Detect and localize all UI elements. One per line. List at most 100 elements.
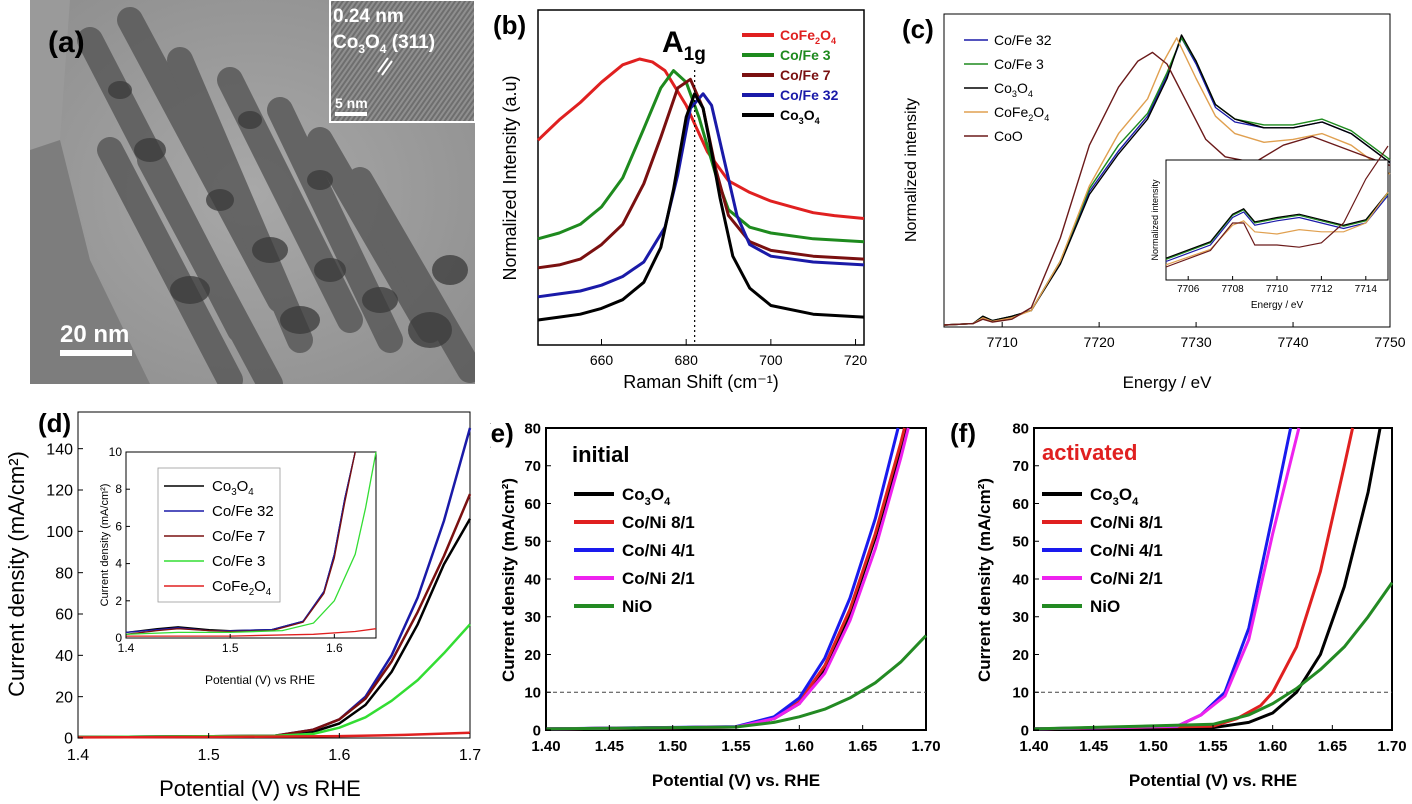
inset-x-label-d: Potential (V) vs RHE	[205, 673, 315, 687]
legend-label-e: Co/Ni 2/1	[622, 569, 695, 588]
x-tick-label: 1.5	[198, 747, 220, 764]
x-axis-label-d: Potential (V) vs RHE	[159, 776, 361, 801]
inset-x-tick-label: 7708	[1221, 284, 1244, 295]
y-axis-label-e: Current density (mA/cm²)	[499, 478, 518, 682]
legend-label-f: Co3O4	[1090, 485, 1139, 508]
x-tick-label: 1.6	[328, 747, 350, 764]
legend-label-d: CoFe2O4	[212, 578, 272, 598]
legend-label-b: Co/Fe 3	[780, 47, 831, 63]
y-tick-label: 80	[1012, 420, 1029, 437]
xas-series-3	[943, 37, 1391, 326]
inset-y-tick-label: 2	[115, 594, 122, 608]
inset-y-label-c: Normalized intensity	[1150, 179, 1160, 261]
y-tick-label: 0	[1021, 722, 1029, 739]
x-tick-label: 1.50	[658, 738, 687, 755]
peak-annotation: A1g	[662, 26, 706, 65]
inset-scale-bar	[335, 112, 367, 116]
x-tick-label: 1.40	[531, 738, 560, 755]
inset-y-tick-label: 10	[109, 445, 123, 459]
scale-bar-label: 20 nm	[60, 321, 129, 348]
y-tick-label: 40	[1012, 571, 1029, 588]
chart-lsv-initial: (e) 1.40 1.45 1.50 1.55 1.60 1.65 1.70 0 10 20 30 4…	[490, 418, 941, 790]
x-tick-label: 1.70	[1377, 738, 1406, 755]
scale-bar	[60, 350, 132, 356]
xas-inset-series-4	[1165, 145, 1389, 268]
x-tick-label: 1.65	[1318, 738, 1347, 755]
xas-inset-series-2	[1165, 191, 1389, 259]
y-axis-label-b: Normalized Intensity (a.u)	[500, 75, 520, 280]
y-tick-label: 20	[1012, 647, 1029, 664]
x-tick-label: 1.45	[1079, 738, 1108, 755]
inset-spacing-label: 0.24 nm	[333, 6, 404, 27]
title-e: initial	[572, 442, 629, 467]
x-tick-label: 700	[759, 352, 783, 368]
xas-inset-series-0	[1165, 195, 1389, 263]
y-tick-label: 80	[524, 420, 541, 437]
tem-image: (a) 0.24 nm Co3O4 (311) 5 nm 20 nm	[30, 0, 475, 384]
chart-xas: (c) 7710 7720 7730 7740 7750 Energy / eV Nor…	[902, 13, 1406, 392]
y-tick-label: 60	[524, 496, 541, 513]
y-tick-label: 50	[1012, 534, 1029, 551]
inset-x-tick-label: 7712	[1310, 284, 1333, 295]
legend-label-b: Co/Fe 32	[780, 87, 839, 103]
x-tick-label: 7740	[1277, 334, 1308, 350]
panel-a-label: (a)	[48, 26, 85, 59]
lsv-coni-series-0	[1033, 427, 1382, 731]
panel-c-label: (c)	[902, 14, 934, 44]
x-axis-label-b: Raman Shift (cm⁻¹)	[623, 372, 779, 392]
raman-series-2	[537, 77, 865, 270]
legend-label-e: Co/Ni 8/1	[622, 513, 695, 532]
y-tick-label: 20	[524, 647, 541, 664]
x-tick-label: 1.7	[459, 747, 481, 764]
legend-label-f: Co/Ni 8/1	[1090, 513, 1163, 532]
inset-x-tick-label: 1.4	[118, 641, 135, 655]
x-tick-label: 1.40	[1019, 738, 1048, 755]
legend-label-c: CoFe2O4	[994, 104, 1049, 123]
y-axis-label-d: Current density (mA/cm²)	[4, 451, 29, 697]
plot-frame-c	[943, 13, 1391, 328]
x-tick-label: 1.55	[1198, 738, 1227, 755]
inset-x-tick-label: 7714	[1355, 284, 1378, 295]
x-tick-label: 720	[844, 352, 868, 368]
plot-frame-b	[537, 9, 865, 346]
lsv-cofe-series-2	[77, 493, 472, 739]
x-axis-label-f: Potential (V) vs. RHE	[1129, 771, 1297, 790]
y-tick-label: 30	[524, 609, 541, 626]
x-tick-label: 1.55	[721, 738, 750, 755]
title-f: activated	[1042, 440, 1137, 465]
lsv-inset-series-1	[125, 451, 356, 634]
x-tick-label: 1.70	[911, 738, 940, 755]
y-tick-label: 40	[55, 648, 73, 665]
legend-label-d: Co/Fe 3	[212, 553, 265, 570]
y-tick-label: 70	[1012, 458, 1029, 475]
x-tick-label: 1.4	[67, 747, 89, 764]
legend-label-c: Co/Fe 3	[994, 56, 1044, 72]
x-tick-label: 1.45	[595, 738, 624, 755]
inset-x-label-c: Energy / eV	[1251, 300, 1304, 311]
panel-e-label: (e)	[490, 418, 514, 448]
inset-y-label-d: Current density (mA/cm²)	[99, 484, 111, 607]
xas-series-4	[943, 51, 1391, 326]
inset-y-tick-label: 4	[115, 557, 122, 571]
legend-label-f: Co/Ni 4/1	[1090, 541, 1163, 560]
y-tick-label: 100	[46, 524, 73, 541]
chart-raman: (b) 660 680 700 720 A1g Raman Shift (cm⁻¹) …	[493, 9, 868, 392]
inset-plane-label: Co3O4 (311)	[333, 32, 435, 56]
legend-label-d: Co3O4	[212, 478, 254, 498]
legend-label-c: Co/Fe 32	[994, 32, 1052, 48]
x-tick-label: 1.50	[1139, 738, 1168, 755]
panel-b-label: (b)	[493, 10, 526, 40]
legend-label-f: NiO	[1090, 597, 1120, 616]
y-tick-label: 80	[55, 565, 73, 582]
y-tick-label: 10	[1012, 685, 1029, 702]
legend-label-c: CoO	[994, 128, 1023, 144]
chart-lsv-activated: (f) 1.40 1.45 1.50 1.55 1.60 1.65 1.70 0 10 20 30 4…	[950, 418, 1407, 790]
legend-label-d: Co/Fe 32	[212, 503, 274, 520]
xas-series-2	[943, 34, 1391, 326]
x-tick-label: 7720	[1084, 334, 1115, 350]
inset-y-tick-label: 8	[115, 482, 122, 496]
inset-x-tick-label: 7706	[1177, 284, 1200, 295]
plot-frame-f	[1033, 427, 1393, 731]
y-tick-label: 30	[1012, 609, 1029, 626]
